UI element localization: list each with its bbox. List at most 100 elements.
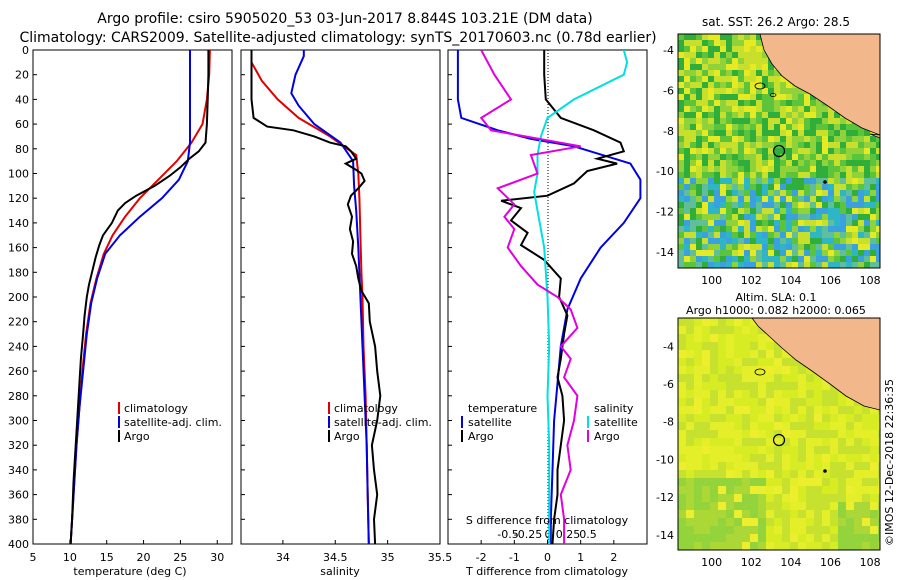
sst-cell bbox=[696, 100, 702, 106]
legend-temp-satellite: satellite bbox=[468, 416, 512, 429]
sst-cell bbox=[714, 76, 720, 82]
sst-cell bbox=[840, 178, 846, 184]
sst-cell bbox=[690, 40, 696, 46]
sst-cell bbox=[858, 160, 864, 166]
sst-cell bbox=[750, 46, 756, 52]
sst-cell bbox=[732, 76, 738, 82]
sst-cell bbox=[762, 112, 768, 118]
sla-cell bbox=[678, 518, 686, 526]
sst-cell bbox=[756, 232, 762, 238]
sla-cell bbox=[758, 478, 766, 486]
sst-cell bbox=[756, 106, 762, 112]
sst-cell bbox=[726, 88, 732, 94]
sst-cell bbox=[714, 232, 720, 238]
sst-cell bbox=[732, 40, 738, 46]
sla-cell bbox=[806, 398, 814, 406]
sst-cell bbox=[792, 238, 798, 244]
sla-cell bbox=[782, 486, 790, 494]
sst-cell bbox=[702, 232, 708, 238]
sla-cell bbox=[726, 366, 734, 374]
sla-cell bbox=[726, 478, 734, 486]
sst-cell bbox=[780, 142, 786, 148]
sst-cell bbox=[690, 100, 696, 106]
sla-cell bbox=[766, 398, 774, 406]
sst-cell bbox=[690, 178, 696, 184]
sst-cell bbox=[756, 52, 762, 58]
sst-cell bbox=[786, 190, 792, 196]
sst-cell bbox=[690, 82, 696, 88]
sst-cell bbox=[774, 232, 780, 238]
sst-cell bbox=[762, 160, 768, 166]
sst-cell bbox=[804, 238, 810, 244]
sst-cell bbox=[720, 178, 726, 184]
sst-cell bbox=[774, 262, 780, 268]
sst-cell bbox=[696, 76, 702, 82]
sla-cell bbox=[790, 518, 798, 526]
sst-cell bbox=[876, 220, 880, 226]
sst-cell bbox=[780, 118, 786, 124]
sst-cell bbox=[732, 262, 738, 268]
sla-cell bbox=[806, 462, 814, 470]
sla-cell bbox=[862, 406, 870, 414]
sst-cell bbox=[690, 46, 696, 52]
sst-cell bbox=[768, 112, 774, 118]
sla-cell bbox=[854, 422, 862, 430]
sst-cell bbox=[738, 76, 744, 82]
sst-cell bbox=[876, 136, 880, 142]
sla-cell bbox=[710, 414, 718, 422]
sst-cell bbox=[714, 70, 720, 76]
sla-cell bbox=[702, 510, 710, 518]
sla-cell bbox=[686, 430, 694, 438]
sst-cell bbox=[702, 34, 708, 40]
sla-cell bbox=[758, 502, 766, 510]
sst-cell bbox=[702, 136, 708, 142]
sla-cell bbox=[766, 358, 774, 366]
sla-cell bbox=[734, 342, 742, 350]
sst-cell bbox=[726, 124, 732, 130]
sst-cell bbox=[768, 154, 774, 160]
sst-cell bbox=[792, 190, 798, 196]
sst-cell bbox=[708, 208, 714, 214]
sla-cell bbox=[774, 454, 782, 462]
sst-cell bbox=[846, 178, 852, 184]
sla-cell bbox=[726, 342, 734, 350]
sla-cell bbox=[702, 446, 710, 454]
sst-cell bbox=[816, 160, 822, 166]
sla-cell bbox=[718, 358, 726, 366]
sst-cell bbox=[720, 58, 726, 64]
sla-cell bbox=[862, 526, 870, 534]
sla-cell bbox=[878, 502, 880, 510]
sst-cell bbox=[798, 88, 804, 94]
sst-cell bbox=[732, 46, 738, 52]
sst-cell bbox=[852, 238, 858, 244]
difference-legend: temperature salinity satellite Argo sate… bbox=[461, 402, 638, 443]
sst-cell bbox=[726, 172, 732, 178]
sst-cell bbox=[810, 208, 816, 214]
sla-cell bbox=[822, 438, 830, 446]
sst-cell bbox=[696, 256, 702, 262]
sla-cell bbox=[814, 534, 822, 542]
sst-cell bbox=[702, 244, 708, 250]
y-tick-label: 60 bbox=[15, 118, 29, 131]
sla-cell bbox=[790, 374, 798, 382]
sla-cell bbox=[718, 390, 726, 398]
sla-cell bbox=[734, 414, 742, 422]
sst-cell bbox=[864, 256, 870, 262]
sst-cell bbox=[738, 100, 744, 106]
y-tick-label: 80 bbox=[15, 143, 29, 156]
sst-cell bbox=[768, 214, 774, 220]
sst-cell bbox=[738, 208, 744, 214]
sst-cell bbox=[768, 142, 774, 148]
sst-cell bbox=[846, 256, 852, 262]
sla-cell bbox=[718, 534, 726, 542]
sst-cell bbox=[732, 256, 738, 262]
sst-cell bbox=[732, 118, 738, 124]
sla-cell bbox=[734, 366, 742, 374]
sst-cell bbox=[732, 226, 738, 232]
sst-cell bbox=[702, 46, 708, 52]
sst-cell bbox=[864, 238, 870, 244]
sla-cell bbox=[822, 398, 830, 406]
sst-cell bbox=[750, 88, 756, 94]
sla-cell bbox=[830, 526, 838, 534]
sst-cell bbox=[744, 238, 750, 244]
